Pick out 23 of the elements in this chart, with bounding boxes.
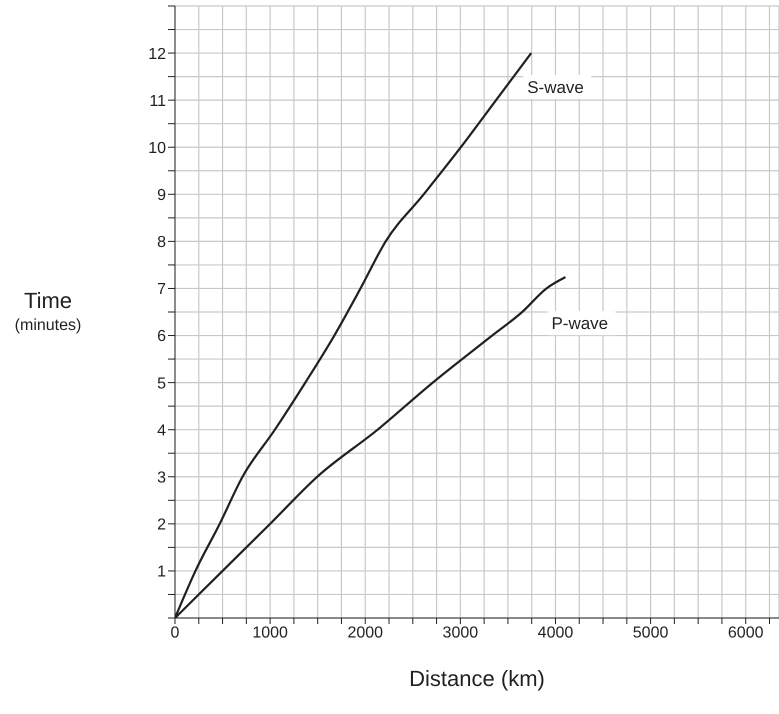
y-tick-label: 4 [157, 422, 166, 440]
series-label: S-wave [527, 78, 584, 98]
series-label: P-wave [551, 314, 608, 334]
x-tick-label: 6000 [728, 624, 764, 642]
x-tick-label: 5000 [632, 624, 668, 642]
y-tick-label: 12 [148, 46, 166, 63]
y-tick-label: 3 [157, 469, 166, 486]
x-tick-label: 2000 [347, 624, 384, 642]
y-tick-label: 9 [157, 186, 166, 204]
y-tick-label: 2 [157, 516, 166, 534]
y-tick-label: 1 [157, 564, 166, 581]
y-axis-title: Time (minutes) [14, 288, 82, 334]
y-tick-label: 7 [157, 281, 166, 298]
y-tick-label: 11 [149, 92, 166, 110]
y-tick-label: 5 [157, 375, 166, 392]
y-tick-label: 6 [157, 328, 166, 346]
y-tick-label: 8 [157, 234, 166, 252]
x-tick-label: 1000 [252, 624, 288, 642]
x-tick-label: 0 [170, 624, 180, 642]
x-tick-label: 3000 [442, 624, 478, 642]
x-tick-label: 4000 [538, 624, 574, 642]
x-axis-title: Distance (km) [409, 666, 545, 691]
y-tick-label: 10 [148, 140, 166, 157]
